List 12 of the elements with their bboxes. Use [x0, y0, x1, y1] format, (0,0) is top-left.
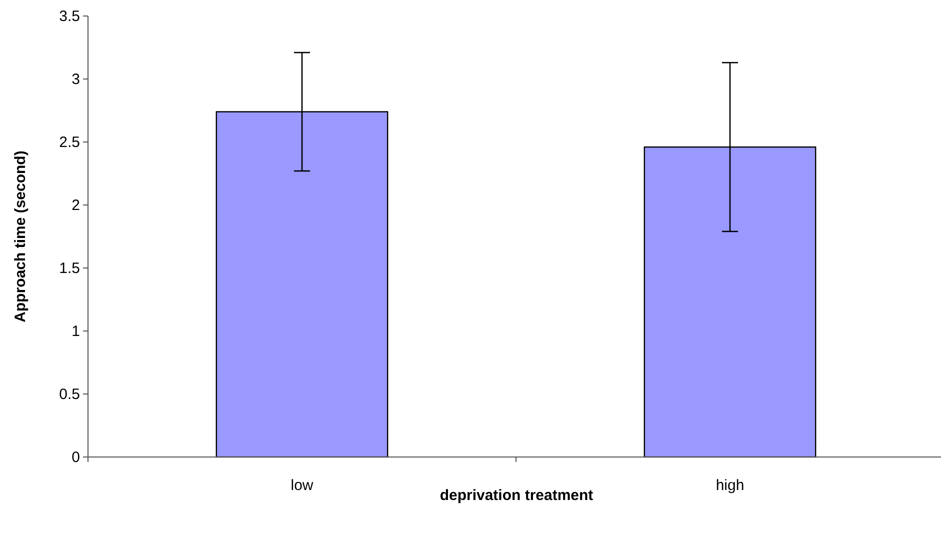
- y-tick-label: 1: [72, 322, 80, 340]
- y-axis-title: Approach time (second): [12, 150, 29, 322]
- x-tick-label: low: [290, 477, 314, 494]
- x-tick-label: high: [716, 477, 744, 494]
- y-tick-label: 3: [72, 70, 80, 88]
- y-tick-label: 0: [72, 448, 80, 466]
- y-tick-label: 1.5: [59, 260, 80, 277]
- y-tick-label: 3.5: [59, 8, 80, 25]
- y-tick-label: 0.5: [59, 386, 80, 403]
- y-tick-label: 2: [72, 196, 80, 214]
- y-tick-label: 2.5: [59, 134, 80, 151]
- x-axis-title: deprivation treatment: [440, 487, 594, 504]
